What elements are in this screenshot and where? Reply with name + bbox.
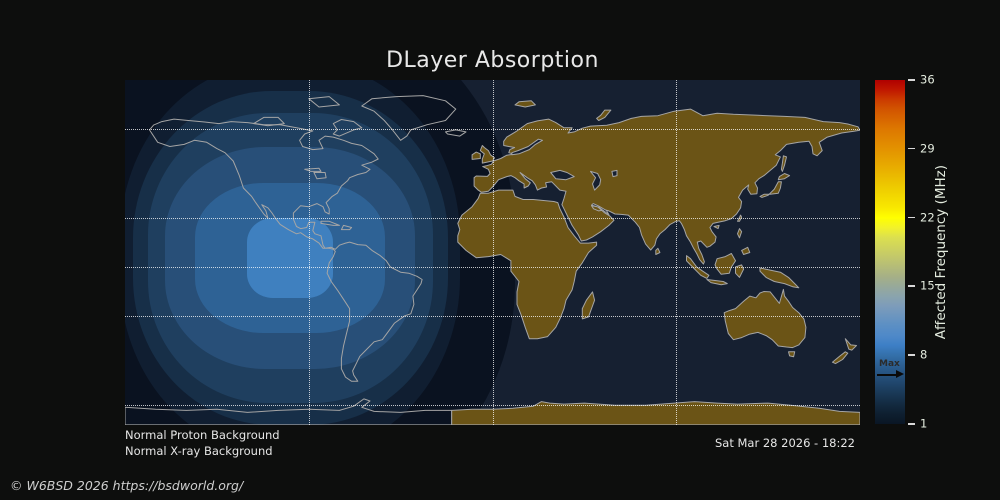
gridline-longitude (492, 80, 494, 425)
gridline-longitude (308, 80, 310, 425)
tick-mark (908, 216, 915, 219)
plot-title: DLayer Absorption (386, 48, 599, 73)
tick-label: 22 (920, 210, 935, 225)
coastline-novaya-zemlya (596, 109, 612, 121)
absorption-ring (247, 218, 333, 298)
coastline-nz-north (844, 338, 857, 351)
coastline-aral-sea (611, 169, 618, 178)
coastline-java (706, 279, 728, 286)
coastline-madagascar (581, 291, 596, 320)
coastline-persian-gulf (591, 203, 610, 216)
coastline-black-sea (550, 169, 575, 181)
coastline-sakhalin (780, 155, 787, 172)
coastline-nz-south (831, 351, 849, 365)
coastline-taiwan (737, 214, 743, 222)
tick-label: 29 (920, 141, 935, 156)
colorbar-max-marker: Max (876, 359, 904, 379)
coastline-honshu (759, 181, 782, 198)
coastline-hispaniola (340, 224, 353, 231)
coastline-ireland (471, 151, 481, 160)
coastline-sulawesi (735, 264, 745, 278)
tick-mark (908, 147, 915, 150)
coastline-greenland (361, 95, 457, 141)
coastline-luzon (737, 228, 743, 239)
coastline-iceland (445, 129, 467, 137)
coastline-lake-michigan-huron (313, 172, 327, 180)
coastline-lake-superior (304, 167, 322, 172)
tick-label: 8 (920, 347, 928, 362)
coastline-antarctica-west (125, 398, 453, 425)
coastline-hainan (713, 224, 720, 230)
coastline-new-guinea (759, 267, 800, 289)
tick-mark (908, 423, 915, 425)
coastlines-svg (125, 95, 860, 425)
tick-mark (908, 79, 915, 81)
tick-mark (908, 354, 915, 356)
coastline-sumatra (686, 255, 710, 279)
tick-label: 15 (920, 279, 935, 294)
max-label: Max (879, 358, 900, 369)
coastline-tasmania (788, 351, 796, 358)
colorbar-axis-label: Affected Frequency (MHz) (928, 80, 954, 424)
gridline-longitude (676, 80, 678, 425)
timestamp: Sat Mar 28 2026 - 18:22 (714, 436, 855, 450)
coastline-victoria-island (253, 116, 285, 127)
coastline-baltic-sea (511, 138, 543, 156)
coastline-eurasia (473, 108, 860, 265)
max-arrow-icon (876, 369, 904, 379)
coastline-hokkaido (777, 173, 791, 181)
status-text: Normal Proton Background Normal X-ray Ba… (125, 428, 280, 459)
coastline-americas (149, 118, 423, 382)
coastline-sri-lanka (655, 247, 661, 255)
world-map (125, 80, 860, 425)
tick-mark (908, 285, 915, 287)
coastline-svalbard (514, 100, 536, 108)
coastline-caspian-sea (590, 170, 602, 191)
coastline-mindanao (741, 246, 751, 255)
tick-label: 1 (920, 416, 928, 431)
coastline-borneo (714, 253, 736, 275)
coastline-antarctica-east (451, 401, 860, 425)
tick-label: 36 (920, 72, 935, 87)
proton-status: Normal Proton Background (125, 428, 280, 442)
colorbar-axis-label-text: Affected Frequency (MHz) (933, 164, 949, 340)
coastline-cuba (320, 220, 340, 226)
copyright: © W6BSD 2026 https://bsdworld.org/ (10, 478, 244, 493)
coastline-ellesmere (308, 96, 340, 108)
colorbar: Max (875, 80, 905, 424)
coastline-australia (723, 288, 807, 349)
xray-status: Normal X-ray Background (125, 443, 273, 458)
coastline-africa (457, 189, 598, 340)
coastline-great-britain (479, 145, 495, 164)
